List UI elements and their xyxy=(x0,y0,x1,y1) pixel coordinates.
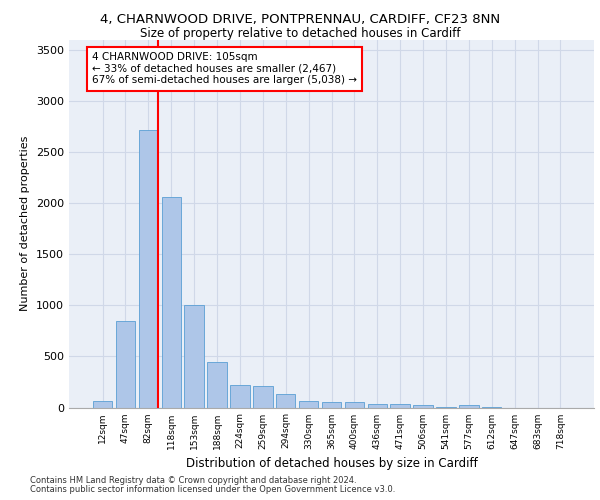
Bar xyxy=(459,406,479,407)
Bar xyxy=(93,402,112,407)
Text: 4 CHARNWOOD DRIVE: 105sqm
← 33% of detached houses are smaller (2,467)
67% of se: 4 CHARNWOOD DRIVE: 105sqm ← 33% of detac… xyxy=(92,52,357,86)
Text: Size of property relative to detached houses in Cardiff: Size of property relative to detached ho… xyxy=(140,28,460,40)
Bar xyxy=(230,385,250,407)
Bar xyxy=(482,407,502,408)
Y-axis label: Number of detached properties: Number of detached properties xyxy=(20,136,31,312)
Bar xyxy=(413,405,433,407)
Bar xyxy=(116,320,135,408)
Bar xyxy=(161,197,181,408)
X-axis label: Distribution of detached houses by size in Cardiff: Distribution of detached houses by size … xyxy=(185,457,478,470)
Bar xyxy=(344,402,364,407)
Bar xyxy=(253,386,272,407)
Text: Contains public sector information licensed under the Open Government Licence v3: Contains public sector information licen… xyxy=(30,484,395,494)
Bar xyxy=(322,402,341,407)
Bar xyxy=(299,401,319,407)
Bar xyxy=(184,306,204,408)
Text: 4, CHARNWOOD DRIVE, PONTPRENNAU, CARDIFF, CF23 8NN: 4, CHARNWOOD DRIVE, PONTPRENNAU, CARDIFF… xyxy=(100,12,500,26)
Bar xyxy=(276,394,295,407)
Bar xyxy=(368,404,387,407)
Bar xyxy=(208,362,227,408)
Bar xyxy=(436,407,455,408)
Bar xyxy=(391,404,410,407)
Text: Contains HM Land Registry data © Crown copyright and database right 2024.: Contains HM Land Registry data © Crown c… xyxy=(30,476,356,485)
Bar xyxy=(139,130,158,407)
